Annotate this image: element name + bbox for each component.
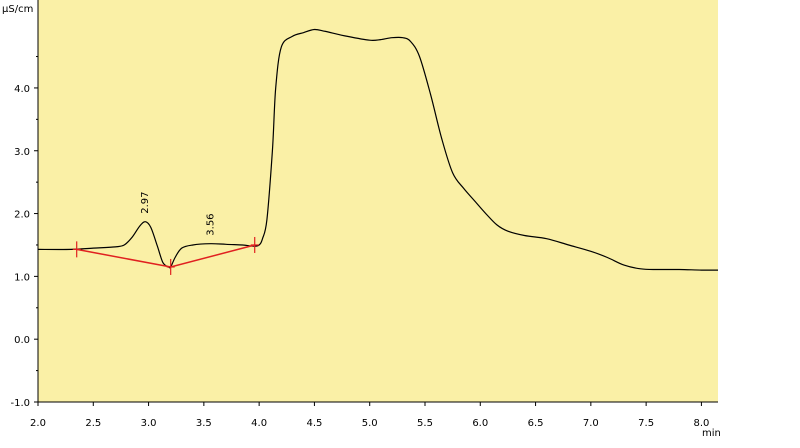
x-axis-unit-label: min [702,428,721,439]
integration-baseline [72,236,259,275]
peak-label: 2.97 [140,191,151,213]
y-tick-label: 0.0 [14,335,30,346]
x-tick-label: 3.5 [196,418,212,429]
y-tick-label: -1.0 [10,398,30,409]
x-tick-label: 2.5 [85,418,101,429]
x-tick-label: 7.5 [638,418,654,429]
conductivity-trace [37,28,719,271]
x-tick-label: 6.5 [528,418,544,429]
x-tick-label: 5.5 [417,418,433,429]
x-tick-label: 7.0 [583,418,599,429]
x-tick-label: 2.0 [30,418,46,429]
x-tick-label: 6.0 [472,418,488,429]
y-tick-label: 3.0 [14,147,30,158]
x-tick-label: 3.0 [141,418,157,429]
tick-marks: 2.0 2.5 3.0 3.5 4.0 4.5 5.0 5.5 6.0 6.5 7.0 7.5 8.0 -… [10,56,709,429]
axes [37,0,718,403]
y-tick-label: 2.0 [14,210,30,221]
x-tick-label: 8.0 [693,418,709,429]
x-tick-label: 4.5 [306,418,322,429]
peak-label: 3.56 [205,213,216,235]
x-tick-label: 4.0 [251,418,267,429]
y-tick-label: 1.0 [14,272,30,283]
y-tick-label: 4.0 [14,84,30,95]
plot-area [38,0,718,402]
peak-labels: 2.97 3.56 [140,191,216,235]
y-axis-unit-label: µS/cm [2,4,33,15]
x-tick-label: 5.0 [362,418,378,429]
